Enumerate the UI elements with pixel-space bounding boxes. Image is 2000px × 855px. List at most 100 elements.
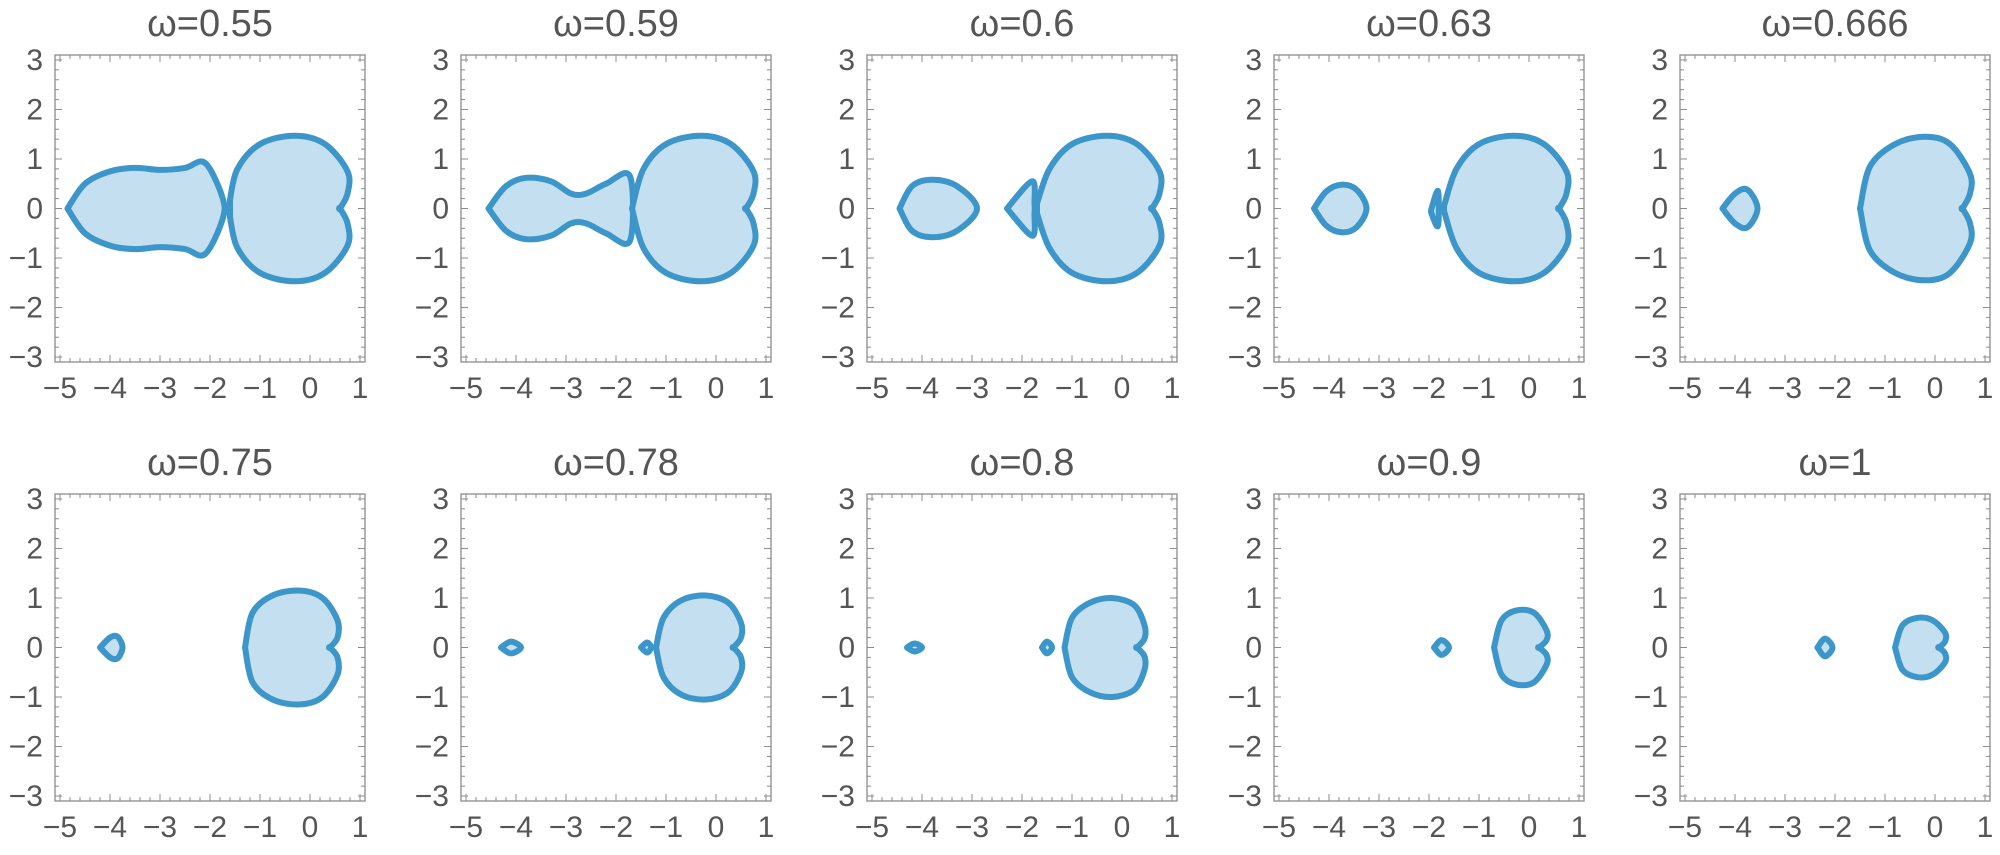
y-tick-label: −3 — [821, 780, 855, 813]
x-tick-label: −5 — [1668, 372, 1702, 405]
y-tick-label: −2 — [1228, 731, 1262, 764]
y-tick-label: −1 — [415, 681, 449, 714]
y-tick-label: −1 — [1228, 681, 1262, 714]
x-tick-label: −2 — [1412, 372, 1446, 405]
y-tick-label: −1 — [1634, 681, 1668, 714]
plot-title: ω=1 — [1799, 442, 1872, 484]
x-tick-label: −5 — [449, 372, 483, 405]
x-tick-label: 1 — [1571, 811, 1588, 844]
x-tick-label: −4 — [1718, 372, 1752, 405]
y-tick-label: −2 — [9, 731, 43, 764]
x-tick-label: −3 — [549, 372, 583, 405]
x-tick-label: −1 — [649, 811, 683, 844]
y-tick-label: −2 — [415, 731, 449, 764]
x-tick-label: −5 — [1262, 811, 1296, 844]
region-shape — [1857, 133, 1975, 284]
region-shape — [1814, 635, 1836, 660]
y-tick-label: −2 — [1634, 731, 1668, 764]
y-tick-label: −2 — [1228, 292, 1262, 325]
region-shape — [1719, 185, 1761, 232]
y-tick-label: 1 — [432, 582, 449, 615]
y-tick-label: 0 — [432, 632, 449, 665]
y-tick-label: 0 — [432, 193, 449, 226]
x-tick-label: −3 — [143, 811, 177, 844]
x-tick-label: −3 — [955, 811, 989, 844]
y-tick-label: −2 — [821, 731, 855, 764]
y-tick-label: 1 — [1651, 582, 1668, 615]
y-tick-label: 0 — [1651, 632, 1668, 665]
x-tick-label: −3 — [1768, 811, 1802, 844]
region-group — [1719, 133, 1975, 284]
x-tick-label: −3 — [1362, 372, 1396, 405]
region-group — [904, 594, 1149, 701]
region-shape — [97, 632, 126, 663]
x-tick-label: −1 — [1055, 811, 1089, 844]
region-shape — [242, 587, 342, 708]
x-tick-label: 1 — [352, 811, 369, 844]
y-tick-label: 3 — [838, 44, 855, 77]
region-shape — [1428, 187, 1442, 230]
x-tick-label: −4 — [499, 372, 533, 405]
x-tick-label: −1 — [1462, 811, 1496, 844]
y-tick-label: −2 — [821, 292, 855, 325]
x-tick-label: −2 — [193, 372, 227, 405]
y-tick-label: 1 — [26, 582, 43, 615]
region-group — [498, 592, 746, 703]
region-shape — [1061, 594, 1149, 701]
y-tick-label: 1 — [1245, 143, 1262, 176]
y-tick-label: −1 — [415, 242, 449, 275]
plot-title: ω=0.9 — [1377, 442, 1482, 484]
y-tick-label: 2 — [26, 93, 43, 126]
y-tick-label: 0 — [1245, 193, 1262, 226]
y-tick-label: 0 — [1651, 193, 1668, 226]
region-shape — [629, 132, 759, 285]
x-tick-label: −5 — [1262, 372, 1296, 405]
x-tick-label: −5 — [449, 811, 483, 844]
x-tick-label: −4 — [1718, 811, 1752, 844]
x-tick-label: −5 — [43, 811, 77, 844]
y-tick-label: 3 — [26, 44, 43, 77]
x-tick-label: 1 — [1164, 372, 1181, 405]
plot-title: ω=0.8 — [970, 442, 1075, 484]
plot-title: ω=0.6 — [970, 3, 1075, 45]
y-tick-label: −3 — [415, 341, 449, 374]
y-tick-label: 3 — [432, 44, 449, 77]
plot-title: ω=0.78 — [553, 442, 679, 484]
y-tick-label: −1 — [821, 242, 855, 275]
x-tick-label: −1 — [243, 811, 277, 844]
plot-title: ω=0.63 — [1366, 3, 1492, 45]
x-tick-label: −2 — [1412, 811, 1446, 844]
x-tick-label: −4 — [1312, 811, 1346, 844]
plot-title: ω=0.666 — [1762, 3, 1909, 45]
x-tick-label: −2 — [599, 372, 633, 405]
x-tick-label: 0 — [1927, 372, 1944, 405]
y-tick-label: 3 — [1651, 483, 1668, 516]
y-tick-label: 0 — [1245, 632, 1262, 665]
y-tick-label: 1 — [1245, 582, 1262, 615]
x-tick-label: 1 — [758, 372, 775, 405]
y-tick-label: −3 — [1634, 341, 1668, 374]
x-tick-label: −4 — [905, 372, 939, 405]
y-tick-label: 2 — [432, 93, 449, 126]
x-tick-label: 1 — [1571, 372, 1588, 405]
x-tick-label: 0 — [708, 372, 725, 405]
region-group — [1431, 606, 1551, 689]
plot-title: ω=0.75 — [147, 442, 273, 484]
x-tick-label: 1 — [352, 372, 369, 405]
y-tick-label: −3 — [1228, 780, 1262, 813]
x-tick-label: −3 — [549, 811, 583, 844]
y-tick-label: 0 — [838, 193, 855, 226]
y-tick-label: −2 — [1634, 292, 1668, 325]
x-tick-label: 1 — [758, 811, 775, 844]
